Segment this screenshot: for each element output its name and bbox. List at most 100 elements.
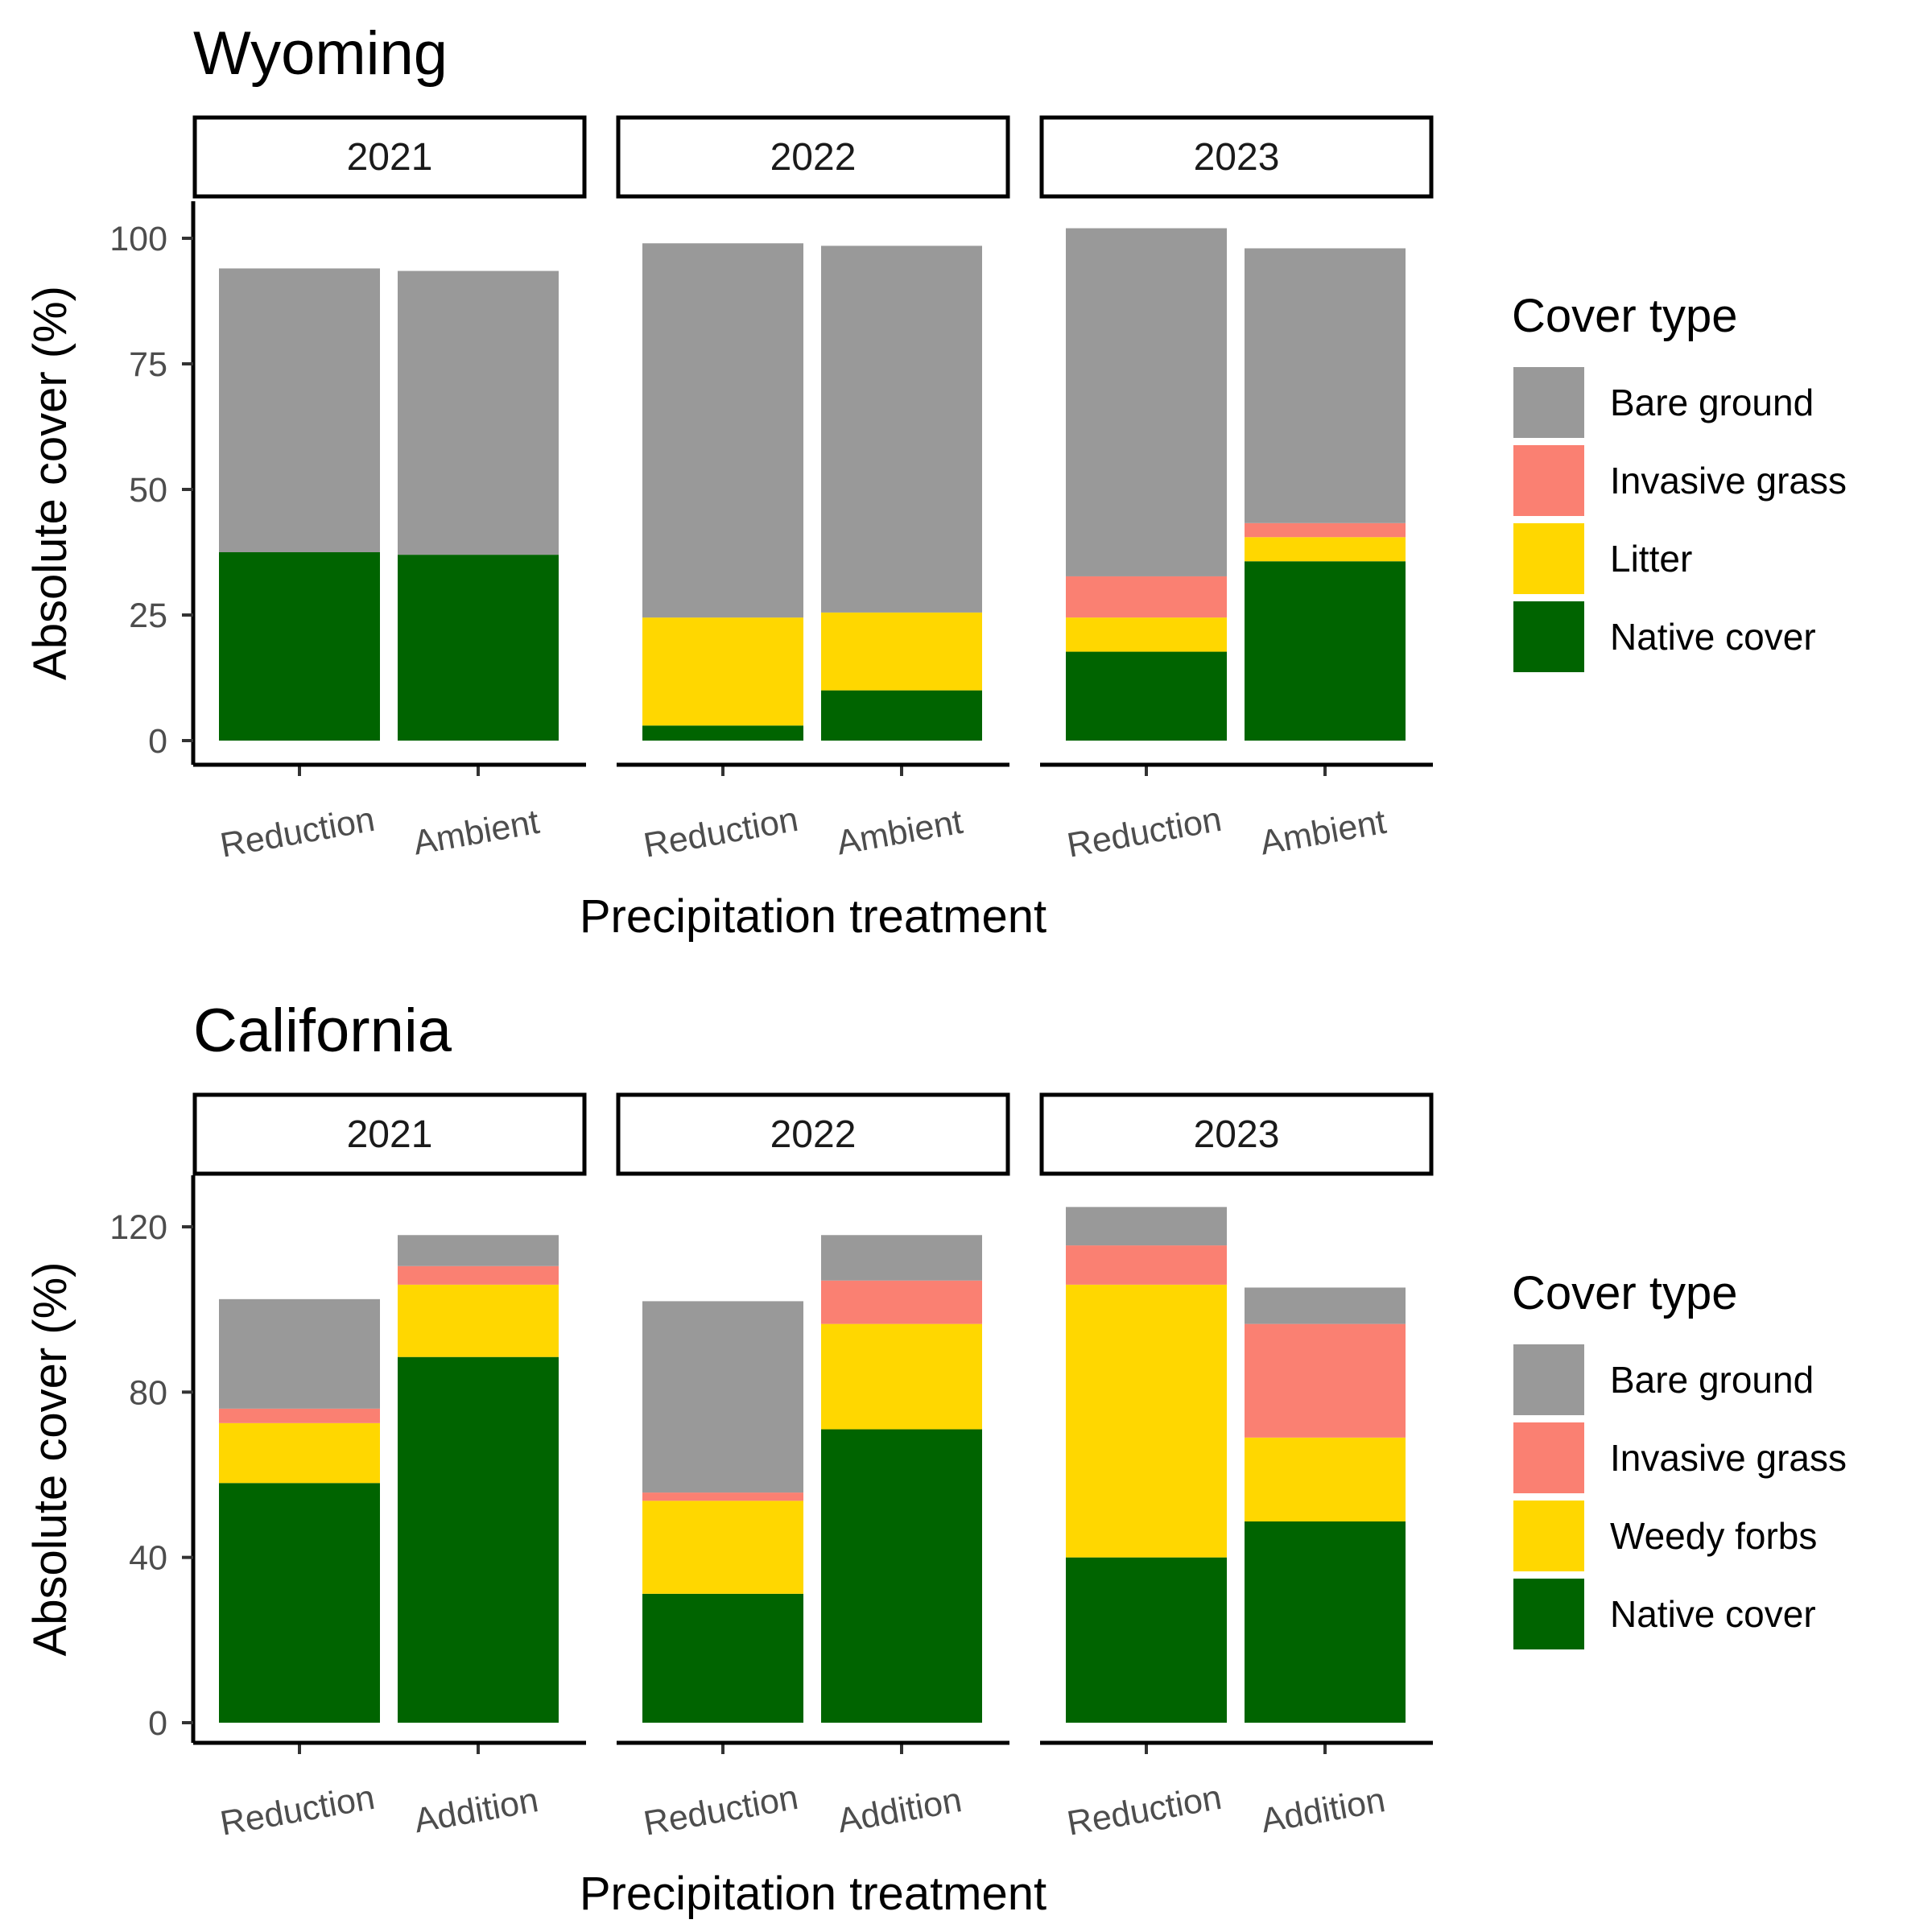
y-tick-label: 25 — [129, 597, 167, 635]
bar-segment — [1245, 561, 1406, 741]
bar-segment — [1245, 1287, 1406, 1324]
bar-segment — [642, 1301, 803, 1493]
x-tick-label: Reduction — [217, 800, 378, 865]
bar-segment — [219, 268, 380, 552]
x-tick-label: Addition — [411, 1781, 541, 1840]
legend-label: Bare ground — [1610, 1359, 1814, 1401]
chart-california: California 2021 Reduction Addition 2022 Reduc… — [24, 997, 1847, 1920]
legend-title: Cover type — [1512, 1267, 1737, 1319]
bar-segment — [642, 1593, 803, 1723]
bar-segment — [219, 1408, 380, 1423]
y-tick-label: 80 — [129, 1373, 167, 1412]
bar-segment — [398, 555, 559, 741]
bar-segment — [1245, 522, 1406, 538]
bar-segment — [1066, 1557, 1227, 1723]
x-tick-label: Ambient — [834, 803, 966, 863]
y-tick-label: 75 — [129, 345, 167, 384]
legend-label: Invasive grass — [1610, 460, 1847, 502]
facet-strip — [1039, 1092, 1434, 1176]
legend-swatch — [1513, 601, 1584, 672]
bar-segment — [1066, 617, 1227, 652]
y-tick-label: 0 — [148, 1704, 167, 1743]
bar-segment — [642, 1501, 803, 1594]
bar-segment — [642, 617, 803, 726]
bar-segment — [642, 1492, 803, 1501]
bar-segment — [1066, 228, 1227, 576]
bar-segment — [821, 1323, 982, 1430]
facet-strip-label: 2022 — [770, 1113, 857, 1156]
bar-segment — [219, 1422, 380, 1484]
y-tick-label: 100 — [109, 220, 167, 258]
bar-segment — [1245, 1437, 1406, 1522]
legend-swatch — [1513, 523, 1584, 594]
bar-segment — [821, 1235, 982, 1281]
x-tick-label: Ambient — [1257, 803, 1389, 863]
legend-swatch — [1513, 1501, 1584, 1571]
bar-segment — [398, 270, 559, 555]
legend-swatch — [1513, 1422, 1584, 1493]
legend-label: Invasive grass — [1610, 1437, 1847, 1479]
x-axis-title: Precipitation treatment — [580, 890, 1046, 943]
x-tick-label: Reduction — [641, 1778, 801, 1843]
y-tick-label: 120 — [109, 1208, 167, 1247]
legend-label: Litter — [1610, 538, 1692, 580]
bar-segment — [821, 690, 982, 741]
facet-strip-label: 2022 — [770, 136, 857, 179]
bar-segment — [642, 243, 803, 618]
chart-title: Wyoming — [193, 19, 448, 88]
bar-segment — [1245, 1521, 1406, 1723]
x-tick-label: Addition — [1258, 1781, 1388, 1840]
x-axis-title: Precipitation treatment — [580, 1868, 1046, 1920]
y-axis-title: Absolute cover (%) — [24, 286, 76, 680]
legend-label: Native cover — [1610, 1593, 1816, 1635]
legend-swatch — [1513, 1344, 1584, 1415]
bar-segment — [1245, 248, 1406, 523]
bar-segment — [219, 552, 380, 741]
bar-segment — [219, 1483, 380, 1723]
bar-segment — [1066, 1245, 1227, 1285]
chart-title: California — [193, 997, 452, 1065]
facet-strip-label: 2023 — [1194, 1113, 1280, 1156]
x-tick-label: Reduction — [1064, 1778, 1224, 1843]
legend-label: Weedy forbs — [1610, 1515, 1817, 1557]
y-tick-label: 50 — [129, 471, 167, 510]
bar-segment — [1066, 576, 1227, 618]
bar-segment — [821, 612, 982, 691]
bar-segment — [219, 1298, 380, 1409]
facet-strip — [616, 1092, 1010, 1176]
x-tick-label: Reduction — [641, 800, 801, 865]
y-axis-title: Absolute cover (%) — [24, 1262, 76, 1657]
bar-segment — [398, 1356, 559, 1723]
bar-segment — [398, 1235, 559, 1266]
facet-strip — [192, 115, 587, 199]
x-tick-label: Reduction — [217, 1778, 378, 1843]
facet-strip — [616, 115, 1010, 199]
y-tick-label: 0 — [148, 722, 167, 761]
bar-segment — [642, 725, 803, 741]
legend-title: Cover type — [1512, 290, 1737, 342]
bar-segment — [1066, 651, 1227, 741]
bar-segment — [1245, 537, 1406, 562]
chart-wyoming: Wyoming 2021 Reduction Ambient 2022 Reduction… — [24, 19, 1847, 943]
x-tick-label: Ambient — [411, 803, 543, 863]
x-tick-label: Addition — [835, 1781, 964, 1840]
bar-segment — [1066, 1207, 1227, 1246]
bar-segment — [398, 1265, 559, 1285]
bar-segment — [1245, 1323, 1406, 1438]
facet-strip-label: 2023 — [1194, 136, 1280, 179]
bar-segment — [821, 1280, 982, 1324]
bar-segment — [821, 1429, 982, 1723]
facet-strip — [192, 1092, 587, 1176]
bar-segment — [821, 246, 982, 613]
legend-label: Bare ground — [1610, 382, 1814, 423]
legend-label: Native cover — [1610, 616, 1816, 658]
facet-strip-label: 2021 — [347, 1113, 433, 1156]
legend-swatch — [1513, 1579, 1584, 1649]
facet-strip — [1039, 115, 1434, 199]
x-tick-label: Reduction — [1064, 800, 1224, 865]
y-tick-label: 40 — [129, 1539, 167, 1578]
legend-swatch — [1513, 445, 1584, 516]
bar-segment — [398, 1284, 559, 1357]
bar-segment — [1066, 1284, 1227, 1558]
